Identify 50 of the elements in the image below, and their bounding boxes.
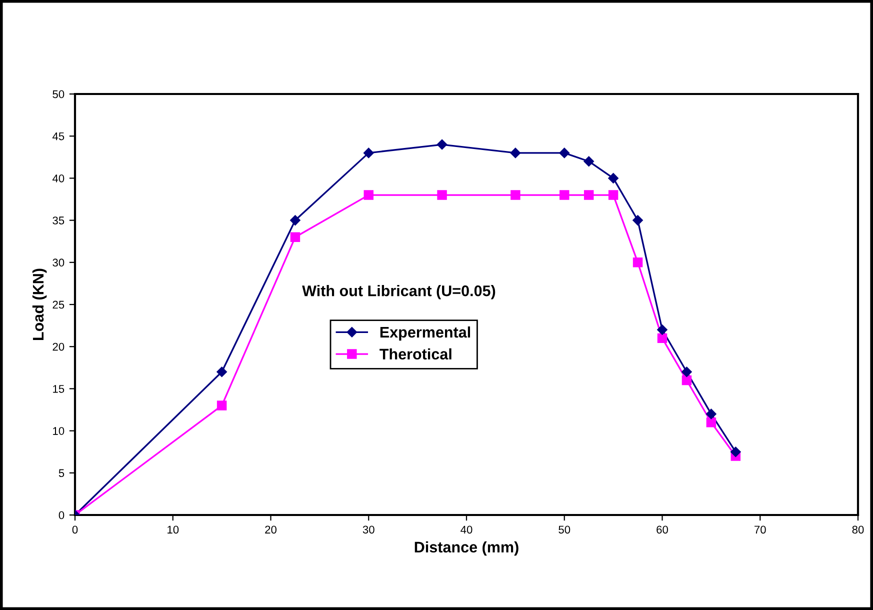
y-tick-label: 15 [53,385,64,393]
y-tick-label: 25 [52,300,64,309]
point [510,148,521,158]
legend-label: Therotical [380,348,452,360]
point [560,190,570,200]
x-axis-title: Distance (mm) [414,541,518,556]
x-tick-label: 20 [265,526,276,534]
point [559,148,570,158]
point [706,418,716,428]
point [682,366,692,377]
x-tick-label: 40 [460,526,472,534]
point [632,258,643,268]
x-tick-label: 0 [72,526,78,534]
point [682,375,692,386]
y-axis-title: Load (KN) [32,268,47,340]
point [216,400,227,410]
point [436,139,448,150]
x-tick-label: 70 [754,526,766,534]
y-tick-label: 10 [53,427,64,435]
point [657,324,668,335]
point [730,446,741,457]
point [657,333,668,344]
y-tick-label: 20 [52,342,64,351]
y-tick-label: 50 [52,90,64,98]
y-tick-label: 0 [58,511,64,520]
point [632,215,643,226]
point [510,190,520,200]
point [584,190,594,200]
point [216,366,227,377]
y-tick-label: 35 [52,216,64,224]
y-tick-label: 40 [52,174,64,182]
point [290,215,300,226]
point [364,148,374,158]
point [364,190,374,200]
y-tick-label: 45 [52,132,64,140]
x-tick-label: 10 [168,526,179,534]
point [290,232,300,242]
point [608,173,618,184]
x-tick-label: 60 [656,526,668,534]
point [437,190,447,200]
x-tick-label: 30 [362,526,374,534]
point [584,156,594,166]
legend-label: Expermental [380,326,470,341]
x-tick-label: 50 [558,526,570,534]
y-tick-label: 5 [58,469,64,478]
point [608,190,618,200]
y-tick-label: 30 [52,258,64,267]
x-tick-label: 80 [852,526,864,534]
point [706,408,716,420]
annotation: With out Libricant (U=0.05) [302,285,496,300]
